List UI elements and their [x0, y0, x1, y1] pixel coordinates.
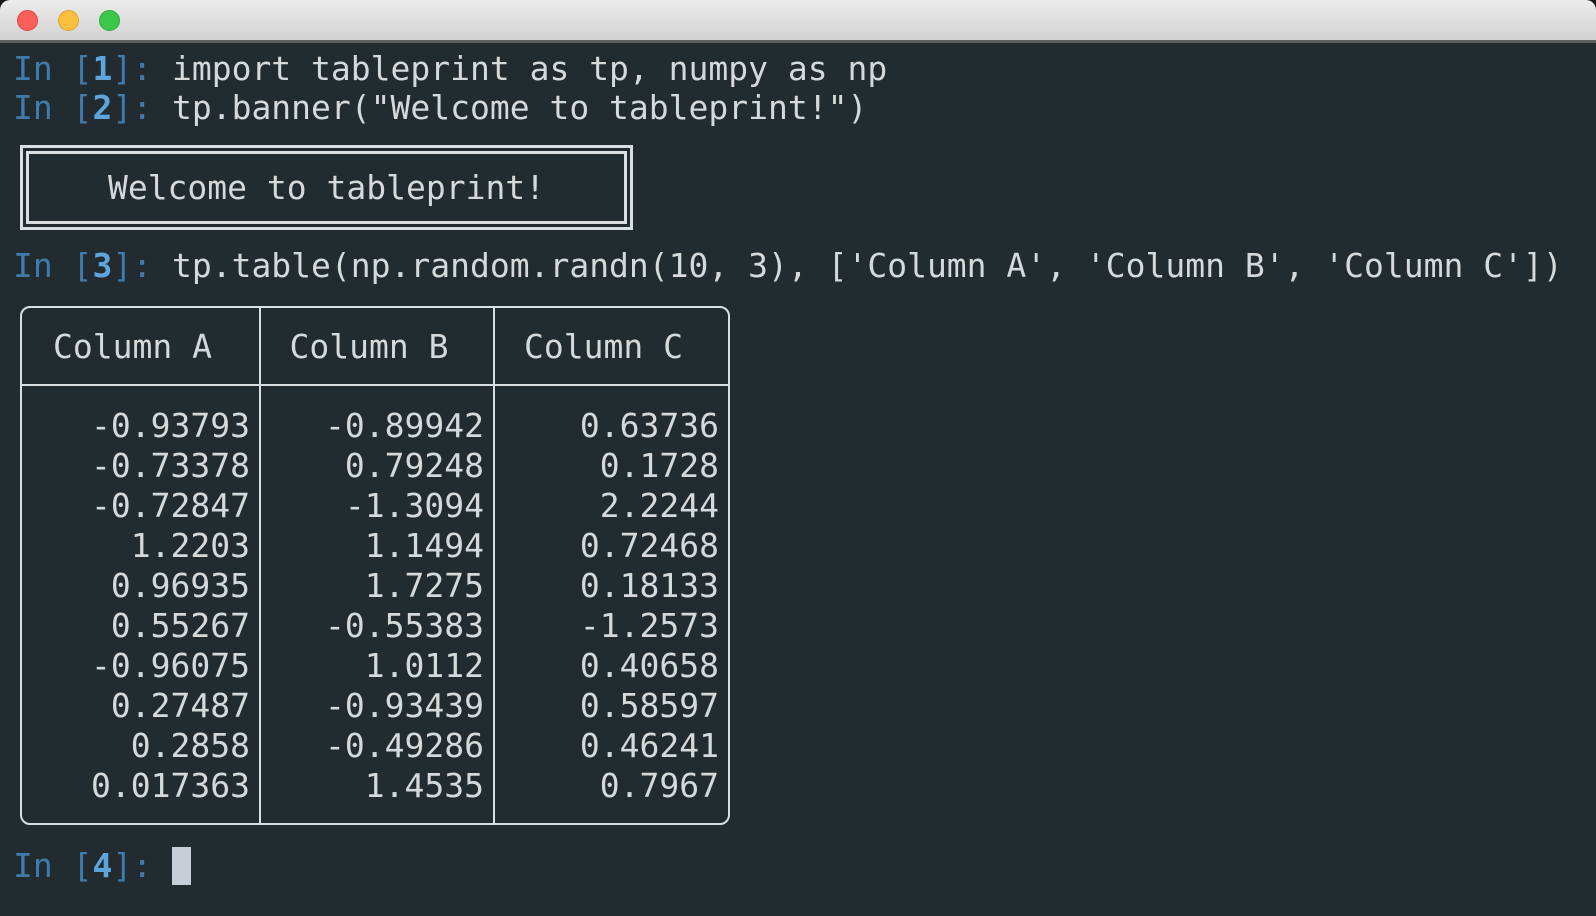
table-cell: 0.27487	[110, 686, 250, 725]
table-column: 0.63736 0.1728 2.2244 0.72468 0.18133 -1.2573…	[495, 386, 728, 823]
input-line-1: In [1]: import tableprint as tp, numpy a…	[13, 49, 1596, 88]
prompt-prefix: In [	[13, 49, 93, 88]
table-cell: 0.72468	[579, 526, 719, 565]
table-header-row: Column A Column B Column C	[22, 308, 728, 386]
table-cell: -0.93793	[91, 406, 250, 445]
table-cell: 0.1728	[599, 446, 719, 485]
prompt-prefix: In [	[13, 846, 93, 885]
table-cell: -0.55383	[325, 606, 484, 645]
table-cell: 1.0112	[364, 646, 484, 685]
table-cell: 0.96935	[110, 566, 250, 605]
table-cell: -0.93439	[325, 686, 484, 725]
table-body: -0.93793 -0.73378 -0.72847 1.2203 0.96935 0.5…	[22, 386, 728, 823]
prompt-number: 2	[92, 88, 113, 127]
command-text: tp.banner("Welcome to tableprint!")	[171, 88, 868, 127]
table-cell: 0.63736	[579, 406, 719, 445]
table-cell: 2.2244	[599, 486, 719, 525]
prompt-suffix: ]:	[112, 246, 172, 285]
minimize-button[interactable]	[58, 9, 79, 31]
table-cell: 0.2858	[130, 726, 250, 765]
table-cell: -0.49286	[325, 726, 484, 765]
input-line-2: In [2]: tp.banner("Welcome to tableprint…	[13, 88, 1596, 127]
table-cell: -0.96075	[91, 646, 250, 685]
banner-text: Welcome to tableprint!	[107, 168, 546, 207]
command-text: import tableprint as tp, numpy as np	[171, 49, 888, 88]
table-cell: -1.3094	[344, 486, 484, 525]
table-cell: -1.2573	[579, 606, 719, 645]
input-line-4[interactable]: In [4]:	[13, 846, 1596, 885]
terminal-content[interactable]: In [1]: import tableprint as tp, numpy a…	[0, 43, 1596, 885]
prompt-number: 1	[92, 49, 113, 88]
table-cell: 0.58597	[579, 686, 719, 725]
table-cell: 0.017363	[91, 766, 250, 805]
command-text: tp.table(np.random.randn(10, 3), ['Colum…	[171, 246, 1563, 285]
table-cell: -0.89942	[325, 406, 484, 445]
table-cell: 0.7967	[599, 766, 719, 805]
terminal-cursor[interactable]	[171, 847, 191, 885]
prompt-suffix: ]:	[112, 846, 172, 885]
table-cell: 0.40658	[579, 646, 719, 685]
prompt-number: 3	[92, 246, 113, 285]
output-table: Column A Column B Column C -0.93793 -0.7337…	[20, 306, 730, 825]
prompt-prefix: In [	[13, 246, 93, 285]
banner-box: Welcome to tableprint!	[20, 145, 633, 230]
prompt-suffix: ]:	[112, 49, 172, 88]
zoom-button[interactable]	[99, 9, 120, 31]
prompt-suffix: ]:	[112, 88, 172, 127]
input-line-3: In [3]: tp.table(np.random.randn(10, 3),…	[13, 246, 1596, 285]
table-cell: 1.7275	[364, 566, 484, 605]
close-button[interactable]	[17, 9, 38, 31]
table-header-cell: Column C	[524, 326, 683, 366]
table-cell: 0.46241	[579, 726, 719, 765]
table-cell: 1.1494	[364, 526, 484, 565]
table-cell: 0.55267	[110, 606, 250, 645]
table-cell: 0.18133	[579, 566, 719, 605]
prompt-number: 4	[92, 846, 113, 885]
table-cell: 0.79248	[344, 446, 484, 485]
table-cell: -0.73378	[91, 446, 250, 485]
table-column: -0.89942 0.79248 -1.3094 1.1494 1.7275 -0.553…	[261, 386, 495, 823]
table-cell: -0.72847	[91, 486, 250, 525]
titlebar[interactable]	[0, 0, 1596, 43]
table-column: -0.93793 -0.73378 -0.72847 1.2203 0.96935 0.5…	[22, 386, 261, 823]
table-header-cell: Column A	[22, 308, 261, 384]
table-header-cell: Column B	[261, 308, 495, 384]
table-cell: 1.4535	[364, 766, 484, 805]
table-cell: 1.2203	[130, 526, 250, 565]
prompt-prefix: In [	[13, 88, 93, 127]
